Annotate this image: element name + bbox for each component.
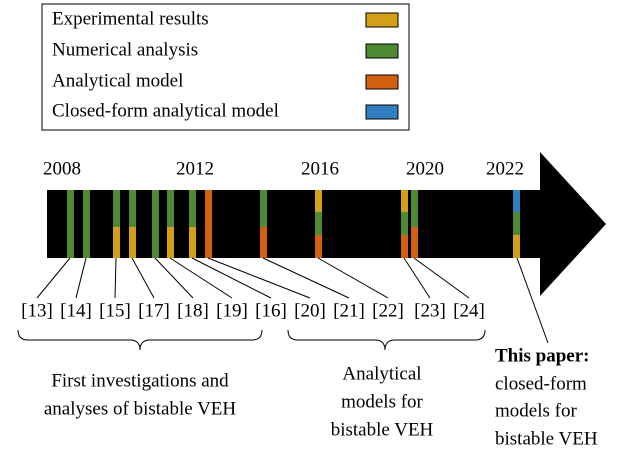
group-label: analyses of bistable VEH bbox=[44, 398, 237, 419]
year-label: 2016 bbox=[301, 158, 339, 179]
year-label: 2020 bbox=[406, 158, 444, 179]
legend-box bbox=[41, 3, 410, 131]
ref-label: [24] bbox=[453, 300, 485, 321]
legend-swatch bbox=[365, 43, 399, 59]
group-label: bistable VEH bbox=[331, 419, 434, 440]
brace bbox=[17, 329, 263, 351]
legend-label: Experimental results bbox=[52, 8, 209, 29]
legend-swatch bbox=[365, 104, 399, 120]
ref-label: [18] bbox=[177, 300, 209, 321]
legend-swatch bbox=[365, 74, 399, 90]
ref-label: [23] bbox=[414, 300, 446, 321]
year-label: 2012 bbox=[176, 158, 214, 179]
legend-label: Closed-form analytical model bbox=[52, 100, 279, 121]
annotation-line: closed-form bbox=[495, 373, 587, 394]
ref-label: [17] bbox=[138, 300, 170, 321]
year-label: 2008 bbox=[43, 158, 81, 179]
stripes bbox=[67, 190, 520, 258]
timeline-arrow bbox=[47, 152, 606, 296]
ref-label: [16] bbox=[255, 300, 287, 321]
annotation-line: models for bbox=[495, 400, 577, 421]
ref-label: [15] bbox=[99, 300, 131, 321]
ref-label: [22] bbox=[372, 300, 404, 321]
annotation-line: bistable VEH bbox=[495, 428, 598, 449]
ref-label: [13] bbox=[21, 300, 53, 321]
group-label: models for bbox=[341, 391, 423, 412]
ref-label: [21] bbox=[333, 300, 365, 321]
legend-label: Analytical model bbox=[52, 70, 183, 91]
legend-swatch bbox=[365, 12, 399, 28]
connector-lines bbox=[36, 257, 549, 344]
ref-label: [19] bbox=[216, 300, 248, 321]
group-label: Analytical bbox=[342, 363, 421, 384]
ref-label: [20] bbox=[294, 300, 326, 321]
legend-label: Numerical analysis bbox=[52, 39, 198, 60]
ref-label: [14] bbox=[60, 300, 92, 321]
brace bbox=[287, 329, 486, 351]
year-label: 2022 bbox=[486, 158, 524, 179]
annotation-title: This paper: bbox=[495, 345, 590, 366]
group-label: First investigations and bbox=[51, 370, 229, 391]
